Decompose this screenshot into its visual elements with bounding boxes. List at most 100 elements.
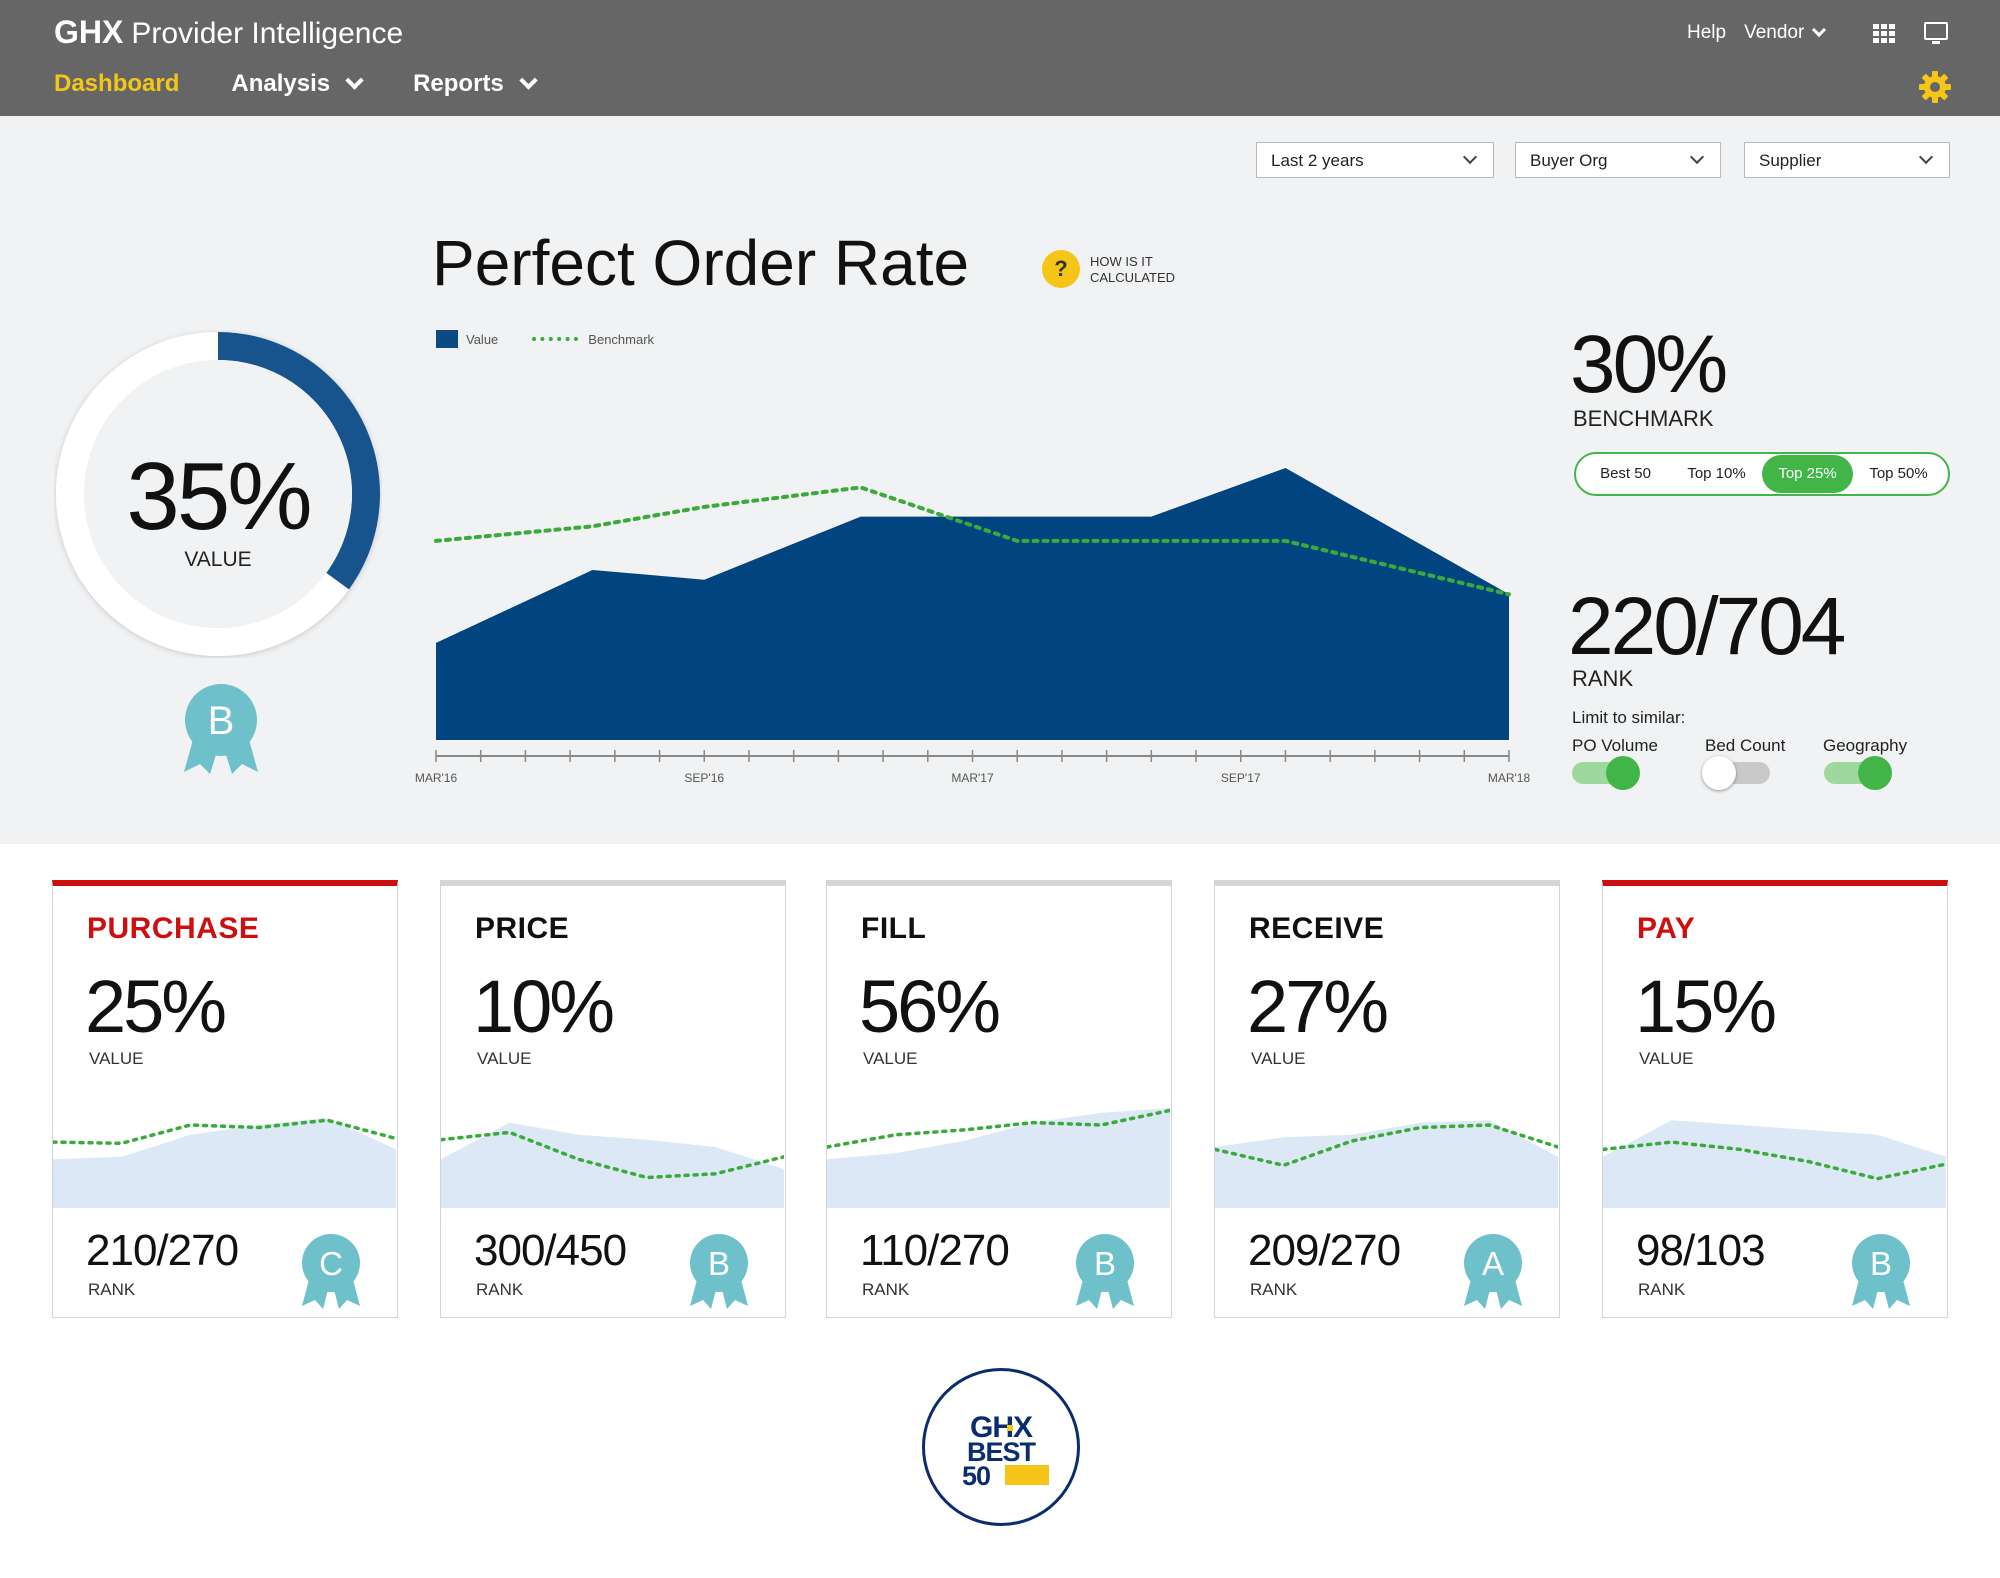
nav-reports[interactable]: Reports	[413, 70, 538, 98]
x-tick-label: SEP'17	[1221, 771, 1261, 785]
card-grade: A	[1482, 1245, 1504, 1282]
how-calculated-link[interactable]: HOW IS IT CALCULATED	[1090, 254, 1176, 285]
card-benchmark-line	[1603, 1140, 1946, 1181]
ribbon-icon: A	[1464, 1234, 1522, 1309]
buyer-org-select[interactable]: Buyer Org	[1515, 142, 1721, 178]
brand-rest: Provider Intelligence	[131, 17, 404, 50]
logo-text-50: 50	[962, 1461, 990, 1491]
value-donut	[56, 332, 380, 656]
monitor-icon[interactable]	[1924, 22, 1948, 44]
supplier-value: Supplier	[1759, 151, 1822, 170]
segment-top-50[interactable]: Top 50%	[1869, 465, 1928, 482]
chevron-down-icon	[1462, 149, 1478, 165]
legend-benchmark-label: Benchmark	[588, 331, 655, 347]
card-title: PAY	[1637, 912, 1696, 945]
geography-toggle[interactable]	[1824, 756, 1892, 790]
chevron-down-icon	[345, 70, 364, 90]
vendor-menu[interactable]: Vendor	[1744, 22, 1827, 44]
benchmark-line	[434, 485, 1511, 597]
gear-icon[interactable]	[1918, 70, 1952, 104]
rank-value: 220/704	[1568, 581, 1846, 672]
help-link-label: Help	[1687, 22, 1727, 43]
grade-letter: B	[208, 699, 235, 743]
nav-analysis-label: Analysis	[231, 70, 331, 97]
nav-dashboard-label: Dashboard	[54, 70, 180, 97]
card-value: 27%	[1247, 965, 1389, 1048]
card-benchmark-line	[827, 1108, 1170, 1149]
time-range-select[interactable]: Last 2 years	[1256, 142, 1494, 178]
ribbon-icon: C	[302, 1234, 360, 1309]
legend-value-label: Value	[466, 331, 499, 347]
nav-analysis[interactable]: Analysis	[231, 70, 364, 98]
segment-best-50[interactable]: Best 50	[1600, 465, 1651, 482]
benchmark-segment-control: Best 50 Top 10% Top 25% Top 50%	[1574, 452, 1950, 496]
logo-text-ghx: GHX	[970, 1411, 1033, 1444]
limit-to-similar-label: Limit to similar:	[1572, 708, 1686, 727]
segment-top-25[interactable]: Top 25%	[1762, 455, 1853, 493]
grid-icon[interactable]	[1873, 24, 1895, 43]
card-value-area	[1603, 1120, 1946, 1208]
logo-mark: GHX BEST 50	[962, 1411, 1049, 1491]
card-rank-label: RANK	[476, 1280, 524, 1299]
card-value: 10%	[473, 965, 615, 1048]
value-area	[436, 468, 1509, 740]
ghx-best-50-logo: GHX BEST 50	[922, 1368, 1080, 1526]
donut-label: VALUE	[184, 548, 252, 571]
chart-legend: Value Benchmark	[436, 330, 654, 348]
segment-top-10[interactable]: Top 10%	[1687, 465, 1746, 482]
card-value-area	[1215, 1120, 1558, 1208]
card-title: FILL	[861, 912, 927, 945]
card-sparkline	[53, 1117, 396, 1208]
nav-dashboard[interactable]: Dashboard	[54, 70, 179, 98]
card-rank-label: RANK	[88, 1280, 136, 1299]
metric-card-pay[interactable]: PAY 15% VALUE 98/103 RANK B	[1602, 880, 1948, 1318]
legend-swatch-benchmark	[532, 337, 579, 341]
toggle-knob	[1702, 756, 1736, 790]
card-benchmark-line	[53, 1118, 396, 1146]
card-value-label: VALUE	[863, 1049, 918, 1068]
metric-card-receive[interactable]: RECEIVE 27% VALUE 209/270 RANK A	[1214, 880, 1560, 1318]
card-rank-label: RANK	[862, 1280, 910, 1299]
card-rank: 209/270	[1248, 1226, 1401, 1275]
brand-title[interactable]: GHX Provider Intelligence	[54, 14, 403, 51]
bed-count-toggle[interactable]	[1702, 756, 1770, 790]
donut-value: 35%	[126, 443, 312, 550]
card-value: 56%	[859, 965, 1001, 1048]
logo-bar	[1005, 1465, 1049, 1485]
help-link[interactable]: Help	[1687, 22, 1726, 44]
card-rank: 300/450	[474, 1226, 627, 1275]
donut-arc	[56, 332, 380, 656]
x-tick-label: SEP'16	[684, 771, 724, 785]
card-value-label: VALUE	[1251, 1049, 1306, 1068]
card-sparkline	[1603, 1120, 1946, 1208]
card-value-area	[53, 1117, 396, 1208]
chevron-down-icon	[1812, 22, 1827, 38]
buyer-org-value: Buyer Org	[1530, 151, 1608, 170]
help-icon[interactable]: ?	[1042, 250, 1080, 288]
metric-card-purchase[interactable]: PURCHASE 25% VALUE 210/270 RANK C	[52, 880, 398, 1318]
po-volume-toggle[interactable]	[1572, 756, 1640, 790]
page-title: Perfect Order Rate	[432, 227, 970, 299]
logo-text-best: BEST	[967, 1437, 1037, 1467]
supplier-select[interactable]: Supplier	[1744, 142, 1950, 178]
card-title: RECEIVE	[1249, 912, 1385, 945]
card-value-label: VALUE	[89, 1049, 144, 1068]
toggle-knob	[1606, 756, 1640, 790]
ribbon-icon: B	[1852, 1234, 1910, 1309]
x-axis-ticks	[435, 750, 1510, 762]
chevron-down-icon	[519, 70, 538, 90]
metric-card-price[interactable]: PRICE 10% VALUE 300/450 RANK B	[440, 880, 786, 1318]
main-nav: Dashboard Analysis Reports	[54, 70, 587, 98]
card-value-area	[827, 1108, 1170, 1208]
card-value: 25%	[85, 965, 227, 1048]
bed-count-label: Bed Count	[1705, 736, 1786, 755]
header-links: Help Vendor	[1687, 22, 2000, 44]
card-rank: 210/270	[86, 1226, 239, 1275]
card-value-area	[441, 1122, 784, 1208]
metric-card-fill[interactable]: FILL 56% VALUE 110/270 RANK B	[826, 880, 1172, 1318]
benchmark-value: 30%	[1570, 319, 1728, 410]
logo-dot	[1007, 1425, 1013, 1431]
card-sparkline	[827, 1108, 1170, 1208]
card-sparkline	[1215, 1120, 1558, 1208]
card-value-label: VALUE	[477, 1049, 532, 1068]
